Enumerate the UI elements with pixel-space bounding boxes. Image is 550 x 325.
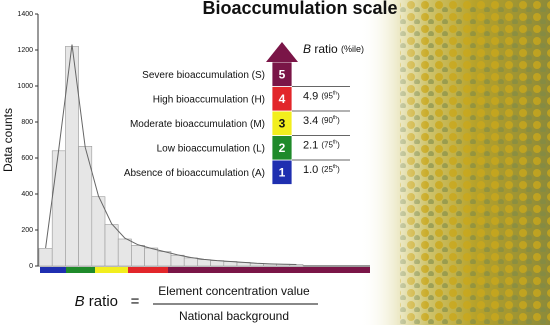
chart-title: Bioaccumulation scale xyxy=(202,0,397,18)
level-number: 3 xyxy=(279,116,286,130)
bar xyxy=(51,150,66,267)
scale-header: B ratio (%ile) xyxy=(303,42,364,56)
percentile: (25 xyxy=(321,165,333,174)
b-symbol: B xyxy=(303,42,311,56)
level-number: 1 xyxy=(279,165,286,179)
threshold: 3.4 (90th) xyxy=(303,115,340,127)
percentile: (95 xyxy=(321,92,333,101)
y-tick-label: 200 xyxy=(21,227,33,234)
threshold: 4.9 (95th) xyxy=(303,90,340,102)
formula: B ratio = Element concentration value Na… xyxy=(75,284,318,323)
arrow-head xyxy=(266,42,298,62)
percentile: (90 xyxy=(321,116,333,125)
y-tick-label: 400 xyxy=(21,191,33,198)
threshold-value: 2.1 xyxy=(303,139,318,151)
percentile-suffix: th xyxy=(333,140,337,146)
y-axis-label: Data counts xyxy=(1,108,15,172)
y-tick-label: 0 xyxy=(29,263,33,270)
y-tick-label: 1000 xyxy=(17,83,33,90)
formula-name: ratio xyxy=(85,293,118,310)
y-tick-label: 1400 xyxy=(17,11,33,18)
y-tick-label: 600 xyxy=(21,155,33,162)
bar xyxy=(157,251,172,267)
level-label: Moderate bioaccumulation (M) xyxy=(130,119,265,130)
percentile-close: ) xyxy=(337,165,340,174)
class-strip xyxy=(95,267,128,273)
percentile-close: ) xyxy=(337,116,340,125)
percentile-suffix: th xyxy=(333,91,337,97)
class-strip xyxy=(168,267,370,273)
threshold-value: 3.4 xyxy=(303,115,318,127)
scale: B ratio (%ile) 1 Absence of bioaccumulati… xyxy=(124,42,364,185)
y-tick-label: 1200 xyxy=(17,47,33,54)
threshold-value: 1.0 xyxy=(303,164,318,176)
percentile-suffix: th xyxy=(333,115,337,121)
level-number: 4 xyxy=(279,92,286,106)
equals: = xyxy=(131,293,140,310)
bar xyxy=(131,245,145,267)
percentile-close: ) xyxy=(337,92,340,101)
percentile-unit: (%ile) xyxy=(341,44,364,54)
svg-text:B ratio: B ratio xyxy=(75,293,118,310)
bar xyxy=(91,196,106,267)
bar xyxy=(144,247,159,267)
y-tick-label: 800 xyxy=(21,119,33,126)
ratio: ratio xyxy=(311,42,338,56)
percentile-close: ) xyxy=(337,141,340,150)
bar xyxy=(117,238,132,267)
percentile-suffix: th xyxy=(333,164,337,170)
threshold: 2.1 (75th) xyxy=(303,139,340,151)
bar xyxy=(104,224,119,267)
class-strip xyxy=(128,267,168,273)
bar xyxy=(170,254,185,267)
level-label: Severe bioaccumulation (S) xyxy=(142,70,265,81)
level-number: 5 xyxy=(279,67,286,81)
numerator: Element concentration value xyxy=(158,284,310,298)
formula-symbol: B xyxy=(75,293,85,310)
level-label: Low bioaccumulation (L) xyxy=(157,143,265,154)
threshold: 1.0 (25th) xyxy=(303,164,340,176)
level-label: Absence of bioaccumulation (A) xyxy=(124,168,265,179)
bar xyxy=(183,257,198,267)
percentile: (75 xyxy=(321,141,333,150)
density-line xyxy=(45,44,297,266)
level-label: High bioaccumulation (H) xyxy=(153,94,265,105)
class-strip xyxy=(40,267,66,273)
level-number: 2 xyxy=(279,141,286,155)
denominator: National background xyxy=(179,309,289,323)
bar xyxy=(197,259,211,267)
threshold-value: 4.9 xyxy=(303,90,318,102)
class-strip xyxy=(66,267,95,273)
bar xyxy=(38,248,53,267)
background-photo xyxy=(360,0,550,325)
